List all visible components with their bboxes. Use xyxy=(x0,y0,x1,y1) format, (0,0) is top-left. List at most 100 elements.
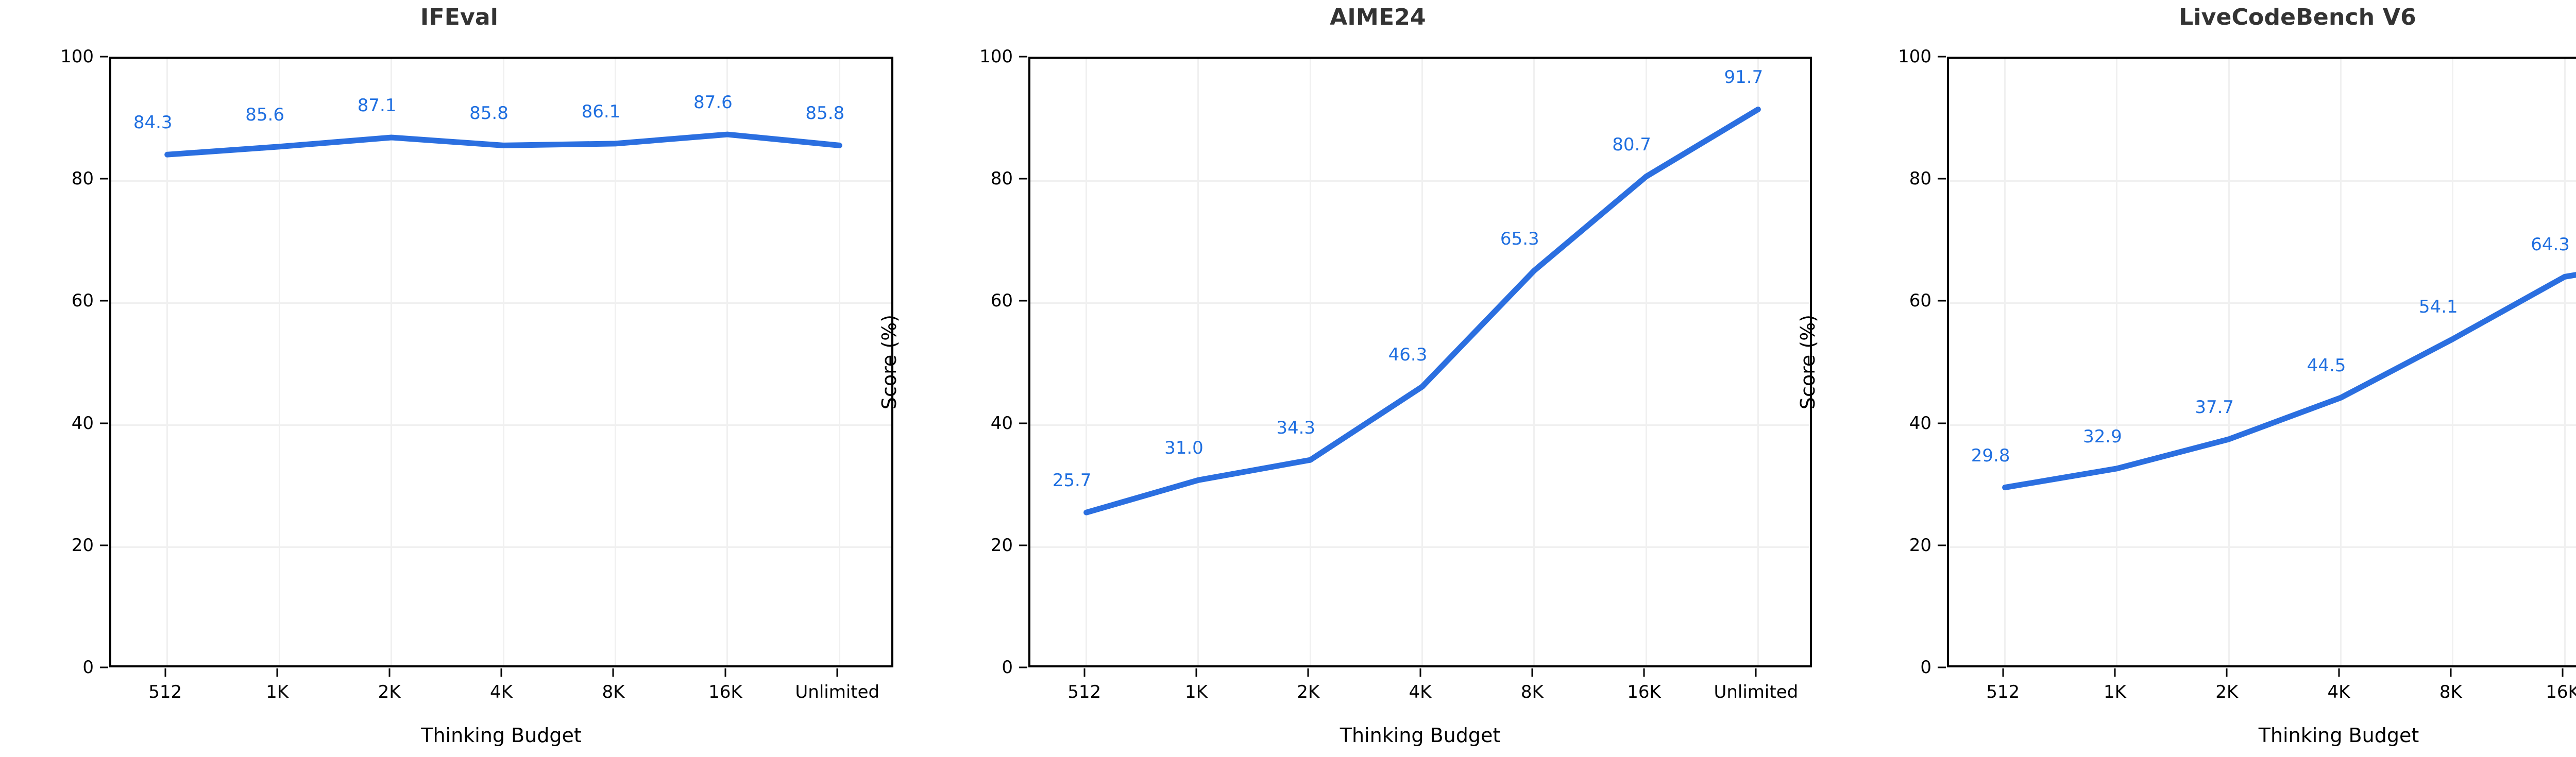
data-point-label: 54.1 xyxy=(2418,297,2458,318)
gridline-horizontal xyxy=(111,302,891,304)
gridline-vertical xyxy=(1757,59,1759,665)
y-tick-mark xyxy=(1019,178,1027,180)
data-point-label: 44.5 xyxy=(2307,355,2346,376)
plot-area xyxy=(109,57,893,667)
data-point-label: 87.6 xyxy=(693,92,733,113)
y-tick-label: 0 xyxy=(1002,657,1013,678)
data-point-label: 85.8 xyxy=(469,103,509,124)
x-tick-label: Unlimited xyxy=(795,682,880,702)
x-tick-label: 16K xyxy=(1627,682,1661,702)
x-tick-label: 16K xyxy=(708,682,742,702)
y-tick-label: 80 xyxy=(1909,168,1931,190)
gridline-horizontal xyxy=(1949,546,2576,548)
y-tick-label: 100 xyxy=(1898,46,1931,67)
chart-title: LiveCodeBench V6 xyxy=(2179,4,2416,30)
y-tick-mark xyxy=(1938,300,1946,302)
gridline-horizontal xyxy=(1030,302,1810,304)
x-tick-mark xyxy=(1195,668,1197,677)
x-tick-label: 512 xyxy=(148,682,182,702)
y-tick-label: 20 xyxy=(1909,535,1931,556)
x-tick-mark xyxy=(2338,668,2340,677)
data-point-label: 64.3 xyxy=(2531,234,2570,255)
data-point-label: 37.7 xyxy=(2195,397,2234,418)
data-point-label: 46.3 xyxy=(1388,344,1428,365)
gridline-horizontal xyxy=(1949,302,2576,304)
gridline-horizontal xyxy=(1949,424,2576,426)
y-tick-label: 60 xyxy=(990,290,1013,312)
data-point-label: 32.9 xyxy=(2083,426,2122,447)
x-tick-mark xyxy=(1083,668,1086,677)
y-tick-mark xyxy=(100,300,108,302)
data-point-label: 87.1 xyxy=(357,95,397,116)
gridline-vertical xyxy=(278,59,280,665)
x-tick-label: 2K xyxy=(378,682,401,702)
y-tick-mark xyxy=(1938,666,1946,668)
y-tick-mark xyxy=(1938,178,1946,180)
data-point-label: 85.8 xyxy=(805,103,845,124)
x-tick-label: 4K xyxy=(2327,682,2350,702)
x-tick-label: 2K xyxy=(2215,682,2239,702)
x-tick-label: Unlimited xyxy=(1714,682,1799,702)
data-point-label: 25.7 xyxy=(1052,470,1092,491)
series-line xyxy=(2002,272,2576,491)
y-tick-mark xyxy=(1938,544,1946,546)
x-tick-mark xyxy=(2226,668,2228,677)
x-tick-mark xyxy=(1643,668,1645,677)
x-axis-label: Thinking Budget xyxy=(2258,724,2419,747)
gridline-vertical xyxy=(2004,59,2006,665)
gridline-vertical xyxy=(1309,59,1311,665)
y-tick-mark xyxy=(100,544,108,546)
x-tick-mark xyxy=(276,668,278,677)
y-tick-label: 60 xyxy=(1909,290,1931,312)
data-point-label: 31.0 xyxy=(1164,438,1204,459)
data-point-label: 86.1 xyxy=(581,101,621,122)
x-tick-mark xyxy=(388,668,391,677)
x-tick-mark xyxy=(2114,668,2116,677)
y-tick-label: 40 xyxy=(71,412,94,434)
x-tick-mark xyxy=(1755,668,1757,677)
y-tick-mark xyxy=(1019,422,1027,424)
y-tick-mark xyxy=(1938,422,1946,424)
data-point-label: 29.8 xyxy=(1971,445,2010,466)
chart-title: IFEval xyxy=(420,4,499,30)
x-tick-label: 8K xyxy=(2439,682,2462,702)
gridline-horizontal xyxy=(111,180,891,182)
y-tick-label: 0 xyxy=(82,657,94,678)
gridline-vertical xyxy=(502,59,504,665)
y-tick-mark xyxy=(1019,666,1027,668)
y-axis-label: Score (%) xyxy=(878,314,901,410)
x-tick-label: 8K xyxy=(602,682,625,702)
x-tick-label: 1K xyxy=(2103,682,2126,702)
y-tick-mark xyxy=(100,178,108,180)
y-tick-label: 100 xyxy=(979,46,1013,67)
gridline-horizontal xyxy=(111,424,891,426)
x-tick-mark xyxy=(836,668,838,677)
y-tick-mark xyxy=(1938,56,1946,58)
x-axis-label: Thinking Budget xyxy=(1340,724,1501,747)
y-tick-label: 20 xyxy=(990,535,1013,556)
gridline-horizontal xyxy=(111,546,891,548)
x-tick-label: 8K xyxy=(1520,682,1544,702)
gridline-vertical xyxy=(1086,59,1088,665)
y-tick-mark xyxy=(1019,544,1027,546)
x-tick-mark xyxy=(500,668,502,677)
x-tick-label: 1K xyxy=(1184,682,1208,702)
x-tick-mark xyxy=(164,668,166,677)
y-tick-label: 20 xyxy=(71,535,94,556)
gridline-horizontal xyxy=(1949,180,2576,182)
x-tick-mark xyxy=(2002,668,2004,677)
gridline-vertical xyxy=(1197,59,1199,665)
data-point-label: 34.3 xyxy=(1276,418,1316,439)
gridline-vertical xyxy=(2228,59,2230,665)
plot-area xyxy=(1028,57,1812,667)
x-tick-label: 512 xyxy=(1986,682,2020,702)
x-tick-mark xyxy=(1531,668,1533,677)
gridline-vertical xyxy=(2564,59,2566,665)
data-point-label: 65.3 xyxy=(1500,228,1539,249)
plot-area xyxy=(1947,57,2576,667)
data-point-label: 85.6 xyxy=(245,104,284,125)
y-tick-label: 40 xyxy=(1909,412,1931,434)
y-tick-label: 0 xyxy=(1920,657,1931,678)
gridline-horizontal xyxy=(1030,424,1810,426)
y-tick-mark xyxy=(1019,300,1027,302)
